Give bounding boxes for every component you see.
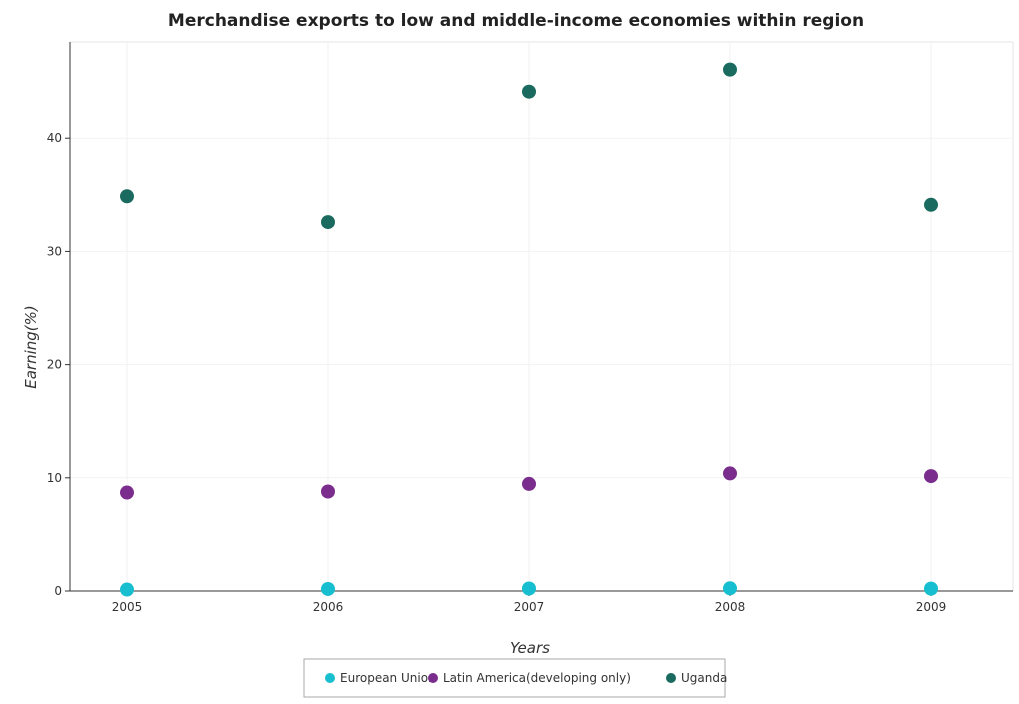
data-point-latin-america-developing-only-2005 (120, 485, 134, 500)
y-tick-label: 30 (47, 244, 62, 258)
legend-box (303, 658, 726, 698)
x-tick-label: 2007 (514, 600, 545, 614)
y-tick-label: 40 (47, 131, 62, 145)
data-point-european-union-2007 (522, 581, 536, 596)
x-tick-label: 2005 (112, 600, 143, 614)
legend-label: Uganda (681, 671, 727, 685)
x-axis-label: Years (510, 639, 550, 657)
y-tick-label: 20 (47, 358, 62, 372)
legend-label: Latin America(developing only) (443, 671, 631, 685)
legend-marker (428, 673, 438, 683)
data-point-latin-america-developing-only-2008 (723, 466, 737, 481)
data-point-latin-america-developing-only-2007 (522, 476, 536, 491)
legend-marker (666, 673, 676, 683)
axes: 0 10 20 30 40 2005 2006 2007 2008 2009 (47, 42, 1013, 614)
y-axis-label: Earning(%) (22, 305, 40, 389)
legend: European Union Latin America(developing o… (303, 658, 727, 698)
data-point-uganda-2009 (924, 197, 938, 212)
data-points (120, 62, 938, 597)
legend-marker (325, 673, 335, 683)
x-tick-label: 2006 (313, 600, 344, 614)
grid (69, 41, 1014, 592)
y-tick-label: 10 (47, 471, 62, 485)
x-tick-label: 2008 (715, 600, 746, 614)
x-tick-label: 2009 (916, 600, 947, 614)
data-point-uganda-2006 (321, 215, 335, 230)
data-point-european-union-2006 (321, 581, 335, 596)
plot-frame (69, 41, 1014, 592)
data-point-latin-america-developing-only-2009 (924, 469, 938, 484)
data-point-european-union-2009 (924, 581, 938, 596)
legend-label: European Union (340, 671, 436, 685)
y-tick-label: 0 (54, 584, 62, 598)
data-point-uganda-2008 (723, 62, 737, 77)
chart-title: Merchandise exports to low and middle-in… (168, 11, 864, 31)
data-point-latin-america-developing-only-2006 (321, 484, 335, 499)
data-point-uganda-2005 (120, 189, 134, 204)
data-point-european-union-2008 (723, 581, 737, 596)
data-point-european-union-2005 (120, 582, 134, 597)
data-point-uganda-2007 (522, 84, 536, 99)
